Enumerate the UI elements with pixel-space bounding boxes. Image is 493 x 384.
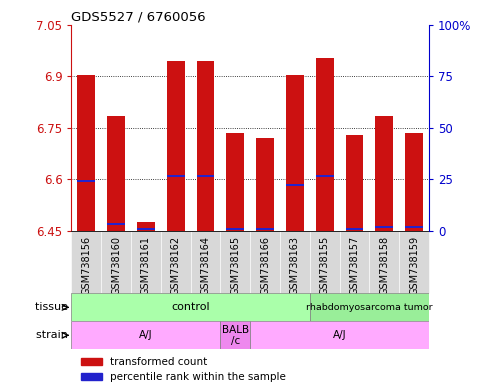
Bar bbox=[220, 231, 250, 293]
Text: GSM738155: GSM738155 bbox=[319, 236, 330, 295]
Bar bbox=[191, 231, 220, 293]
Text: GSM738159: GSM738159 bbox=[409, 236, 419, 295]
Bar bbox=[346, 228, 363, 230]
Bar bbox=[250, 321, 429, 349]
Bar bbox=[226, 133, 244, 231]
Bar bbox=[369, 231, 399, 293]
Bar bbox=[107, 223, 125, 225]
Text: control: control bbox=[171, 302, 210, 312]
Bar bbox=[220, 321, 250, 349]
Bar bbox=[375, 116, 393, 231]
Bar bbox=[77, 180, 95, 182]
Text: GSM738166: GSM738166 bbox=[260, 236, 270, 295]
Text: rhabdomyosarcoma tumor: rhabdomyosarcoma tumor bbox=[306, 303, 433, 312]
Text: GSM738158: GSM738158 bbox=[379, 236, 389, 295]
Bar bbox=[197, 175, 214, 177]
Bar bbox=[101, 231, 131, 293]
Text: GSM738157: GSM738157 bbox=[350, 236, 359, 295]
Text: GSM738164: GSM738164 bbox=[201, 236, 211, 295]
Bar bbox=[71, 293, 310, 321]
Bar bbox=[346, 135, 363, 231]
Bar bbox=[405, 133, 423, 231]
Text: GDS5527 / 6760056: GDS5527 / 6760056 bbox=[71, 11, 206, 24]
Bar bbox=[310, 293, 429, 321]
Bar bbox=[286, 75, 304, 231]
Bar bbox=[197, 61, 214, 231]
Bar bbox=[71, 321, 220, 349]
Legend: transformed count, percentile rank within the sample: transformed count, percentile rank withi… bbox=[77, 353, 290, 384]
Bar bbox=[256, 138, 274, 231]
Bar bbox=[286, 184, 304, 185]
Bar bbox=[399, 231, 429, 293]
Bar bbox=[316, 58, 334, 231]
Bar bbox=[137, 228, 155, 230]
Bar bbox=[167, 175, 185, 177]
Text: strain: strain bbox=[36, 330, 71, 340]
Bar bbox=[250, 231, 280, 293]
Bar bbox=[340, 231, 369, 293]
Bar bbox=[405, 227, 423, 228]
Bar bbox=[226, 228, 244, 230]
Text: GSM738160: GSM738160 bbox=[111, 236, 121, 295]
Text: GSM738162: GSM738162 bbox=[171, 236, 181, 295]
Text: tissue: tissue bbox=[35, 302, 71, 312]
Text: GSM738161: GSM738161 bbox=[141, 236, 151, 295]
Bar bbox=[256, 228, 274, 230]
Bar bbox=[316, 175, 334, 177]
Text: BALB
/c: BALB /c bbox=[222, 324, 249, 346]
Text: GSM738156: GSM738156 bbox=[81, 236, 91, 295]
Bar bbox=[137, 222, 155, 231]
Text: GSM738163: GSM738163 bbox=[290, 236, 300, 295]
Bar bbox=[310, 231, 340, 293]
Text: A/J: A/J bbox=[139, 330, 153, 340]
Bar bbox=[107, 116, 125, 231]
Bar bbox=[161, 231, 191, 293]
Bar bbox=[77, 75, 95, 231]
Text: GSM738165: GSM738165 bbox=[230, 236, 240, 295]
Bar bbox=[71, 231, 101, 293]
Text: A/J: A/J bbox=[333, 330, 347, 340]
Bar bbox=[167, 61, 185, 231]
Bar bbox=[131, 231, 161, 293]
Bar bbox=[375, 227, 393, 228]
Bar bbox=[280, 231, 310, 293]
